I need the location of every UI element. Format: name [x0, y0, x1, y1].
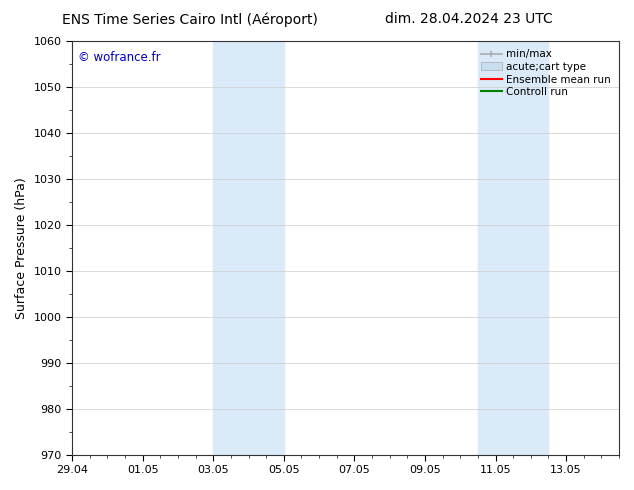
Y-axis label: Surface Pressure (hPa): Surface Pressure (hPa): [15, 177, 28, 318]
Bar: [478, 41, 548, 455]
Text: © wofrance.fr: © wofrance.fr: [77, 51, 160, 64]
Legend: min/max, acute;cart type, Ensemble mean run, Controll run: min/max, acute;cart type, Ensemble mean …: [478, 46, 614, 100]
Bar: [213, 41, 284, 455]
Text: ENS Time Series Cairo Intl (Aéroport): ENS Time Series Cairo Intl (Aéroport): [62, 12, 318, 27]
Text: dim. 28.04.2024 23 UTC: dim. 28.04.2024 23 UTC: [385, 12, 553, 26]
